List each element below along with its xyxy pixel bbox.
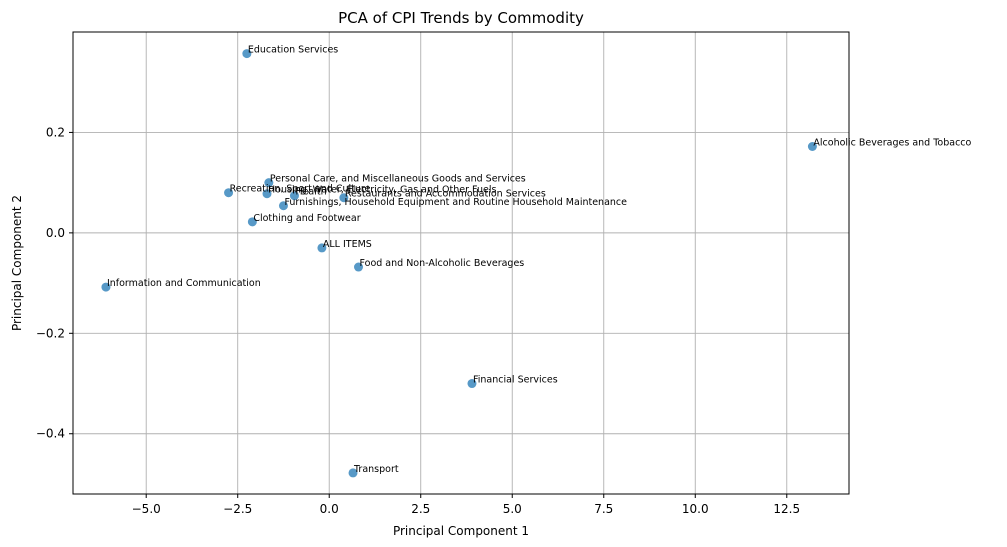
x-tick-label: 0.0 [320,502,339,516]
data-point [262,189,272,199]
point-label: Information and Communication [107,278,261,289]
point-labels: Education Services Alcoholic Beverages an… [107,45,972,475]
x-tick-label: −5.0 [132,502,161,516]
point-label: Health [295,187,326,198]
data-point [467,379,477,389]
data-point [807,141,817,151]
plot-frame [72,31,850,495]
data-point [339,193,349,203]
x-tick-label: −2.5 [223,502,252,516]
x-tick-label: 2.5 [411,502,430,516]
chart-title: PCA of CPI Trends by Commodity [338,9,584,27]
y-tick-label: −0.4 [36,427,65,441]
data-point [224,188,234,198]
x-axis-label: Principal Component 1 [393,524,529,538]
point-label: Food and Non-Alcoholic Beverages [360,258,525,269]
y-tick-label: 0.2 [46,125,65,139]
data-point [101,282,111,292]
point-label: Furnishings, Household Equipment and Rou… [284,197,627,208]
data-point [264,178,274,188]
data-points [101,49,817,478]
axis-ticks: −5.0 −2.5 0.0 2.5 5.0 7.5 10.0 12.5 −0.4 −0.2 0.0 0… [36,125,800,516]
data-point [317,243,327,253]
y-tick-label: 0.0 [46,226,65,240]
point-label: ALL ITEMS [323,239,372,250]
data-point [289,191,299,201]
y-tick-label: −0.2 [36,326,65,340]
grid [73,32,849,494]
point-label: Housing, Water, Electricity, Gas and Oth… [268,185,496,196]
point-label: Alcoholic Beverages and Tobacco [813,137,971,148]
x-tick-label: 5.0 [503,502,522,516]
data-point [354,262,364,272]
data-point [348,468,358,478]
point-label: Recreation, Sport and Culture [230,184,371,195]
x-tick-label: 12.5 [773,502,800,516]
point-label: Financial Services [473,375,558,386]
y-axis-label: Principal Component 2 [10,195,24,331]
data-point [242,49,252,59]
point-label: Transport [353,464,399,475]
x-tick-label: 7.5 [594,502,613,516]
point-label: Personal Care, and Miscellaneous Goods a… [270,174,526,185]
point-label: Restaurants and Accommodation Services [345,189,546,200]
point-label: Clothing and Footwear [253,213,360,224]
point-label: Education Services [248,45,338,56]
x-tick-label: 10.0 [682,502,709,516]
data-point [278,201,288,211]
data-point [247,217,257,227]
